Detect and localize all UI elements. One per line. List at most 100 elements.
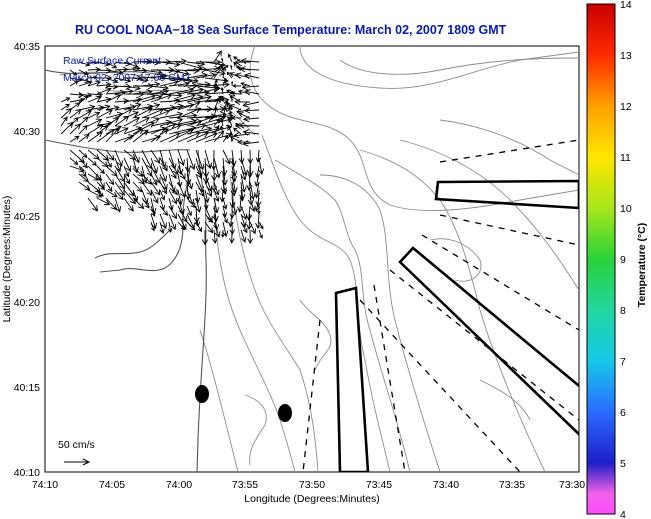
current-vector — [105, 117, 120, 127]
current-vector — [213, 119, 221, 127]
current-vector — [60, 121, 74, 135]
current-vector — [222, 77, 227, 87]
legend-date: March 02, 2007 17:00 GMT — [63, 72, 192, 84]
current-vector — [168, 77, 193, 84]
current-vector — [204, 97, 230, 104]
current-vector — [60, 108, 73, 119]
current-vector — [132, 76, 149, 83]
site-marker-2 — [278, 404, 292, 422]
current-vector — [186, 173, 194, 190]
current-vector — [177, 107, 202, 119]
colorbar-tick-label: 10 — [620, 203, 632, 215]
current-vector — [195, 149, 205, 171]
current-vector — [159, 213, 167, 230]
current-vector — [213, 181, 220, 196]
current-vector — [114, 108, 133, 119]
current-vector — [132, 129, 149, 143]
current-vector — [159, 165, 168, 183]
current-vector — [177, 77, 199, 84]
current-vector — [168, 165, 177, 180]
current-vector — [150, 221, 156, 232]
current-vector — [258, 229, 263, 239]
colorbar — [586, 3, 616, 515]
current-vector — [204, 213, 214, 224]
current-vector — [78, 69, 89, 76]
x-tick-label: 74:00 — [166, 479, 192, 491]
current-vector — [132, 165, 144, 178]
current-vector — [87, 60, 98, 65]
current-vector — [114, 165, 126, 183]
current-vector — [186, 115, 214, 127]
current-vector — [123, 165, 130, 178]
current-vector — [105, 189, 118, 198]
x-tick-label: 73:55 — [232, 479, 258, 491]
current-vector — [69, 108, 82, 119]
x-tick-label: 73:40 — [433, 479, 459, 491]
current-vector — [105, 128, 120, 143]
current-vectors — [60, 50, 265, 246]
y-axis-label: Latitude (Degrees:Minutes) — [1, 196, 13, 323]
current-vector — [212, 205, 219, 223]
current-vector — [123, 173, 130, 185]
colorbar-ticks: 14 13 12 11 10 9 8 7 6 5 4 — [620, 0, 632, 519]
current-vector — [96, 165, 105, 175]
current-vector — [114, 173, 126, 190]
current-vector — [220, 117, 224, 127]
current-vector — [246, 205, 253, 221]
current-vector — [258, 221, 264, 230]
current-vector — [96, 74, 113, 82]
current-vector — [168, 173, 176, 194]
current-vector — [123, 149, 137, 161]
y-tick-label: 40:10 — [14, 467, 40, 479]
current-vector — [78, 110, 93, 119]
current-vector — [237, 112, 251, 119]
current-vector — [222, 197, 228, 210]
current-vector — [69, 157, 79, 166]
current-vector — [177, 67, 200, 74]
current-vector — [123, 128, 144, 143]
current-vector — [159, 205, 169, 216]
current-vector — [244, 107, 260, 114]
current-vector — [257, 205, 261, 215]
current-vector — [213, 157, 221, 179]
current-vector — [150, 213, 158, 230]
scale-label: 50 cm/s — [58, 439, 95, 451]
current-vector — [159, 111, 184, 119]
current-vector — [244, 89, 260, 96]
current-vector — [78, 133, 90, 143]
current-vector — [222, 221, 229, 238]
current-vector — [132, 93, 157, 103]
current-vector — [195, 221, 203, 233]
current-vector — [213, 96, 221, 111]
current-vector — [60, 116, 68, 127]
current-vector — [186, 131, 210, 143]
current-vector — [114, 77, 132, 84]
current-vector — [114, 189, 124, 201]
current-vector — [186, 149, 196, 171]
current-vector — [195, 72, 217, 79]
current-vector — [105, 84, 119, 90]
colorbar-tick-label: 5 — [620, 458, 626, 470]
current-vector — [105, 149, 115, 161]
current-vector — [159, 117, 184, 127]
current-vector — [123, 117, 141, 127]
current-vector — [123, 157, 132, 173]
colorbar-label: Temperature (°C) — [636, 223, 648, 308]
x-tick-label: 73:35 — [499, 479, 525, 491]
x-tick-label: 73:45 — [366, 479, 392, 491]
current-vector — [105, 157, 112, 168]
x-axis: 74:10 74:05 74:00 73:55 73:50 73:45 73:4… — [32, 479, 585, 491]
current-vector — [227, 53, 233, 63]
x-tick-label: 74:05 — [99, 479, 125, 491]
current-vector — [87, 131, 104, 143]
current-vector — [212, 106, 218, 119]
colorbar-tick-label: 13 — [620, 50, 632, 62]
current-vector — [105, 68, 124, 76]
current-vector — [69, 135, 80, 143]
current-vector — [213, 189, 220, 203]
current-vector — [105, 173, 115, 186]
current-vector — [132, 181, 143, 193]
current-vector — [69, 69, 78, 76]
current-vector — [123, 111, 140, 119]
current-vector — [242, 140, 260, 147]
